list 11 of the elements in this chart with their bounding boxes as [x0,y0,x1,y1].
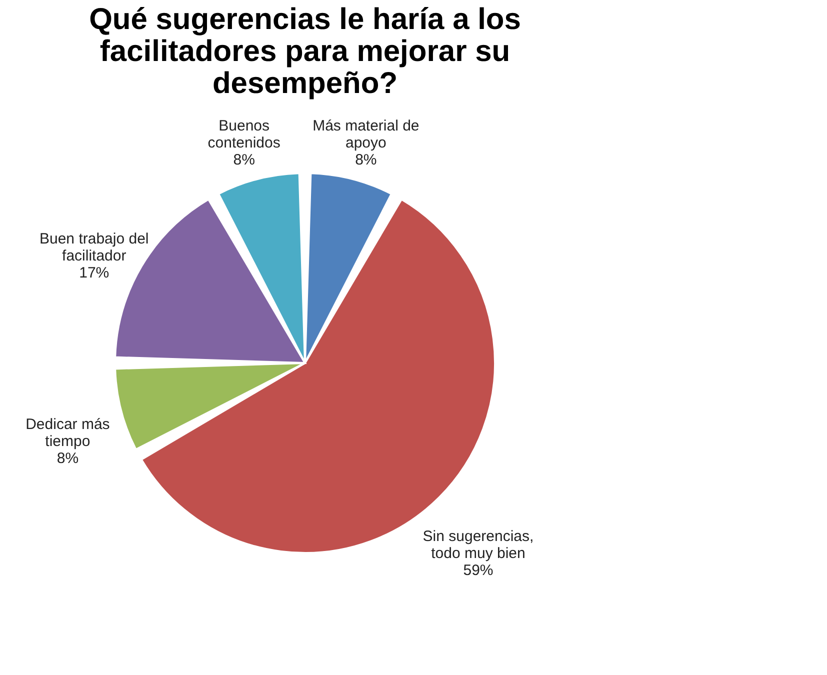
data-label: 8% [355,152,377,169]
slice-label: Buen trabajo del facilitador [39,230,149,264]
data-label: 17% [79,264,110,282]
data-label: 59% [463,562,494,580]
slice-label: Sin sugerencias, todo muy bien [422,528,534,562]
chart-title: Qué sugerencias le haría a los facilitadores para mejorar su desempeño? [89,3,521,100]
data-label: 8% [56,450,79,467]
slice-label: Más material de apoyo [312,118,420,152]
slice-label: Buenos contenidos [208,118,280,152]
data-label: 8% [233,152,255,169]
slice-label: Dedicar más tiempo [26,416,110,450]
